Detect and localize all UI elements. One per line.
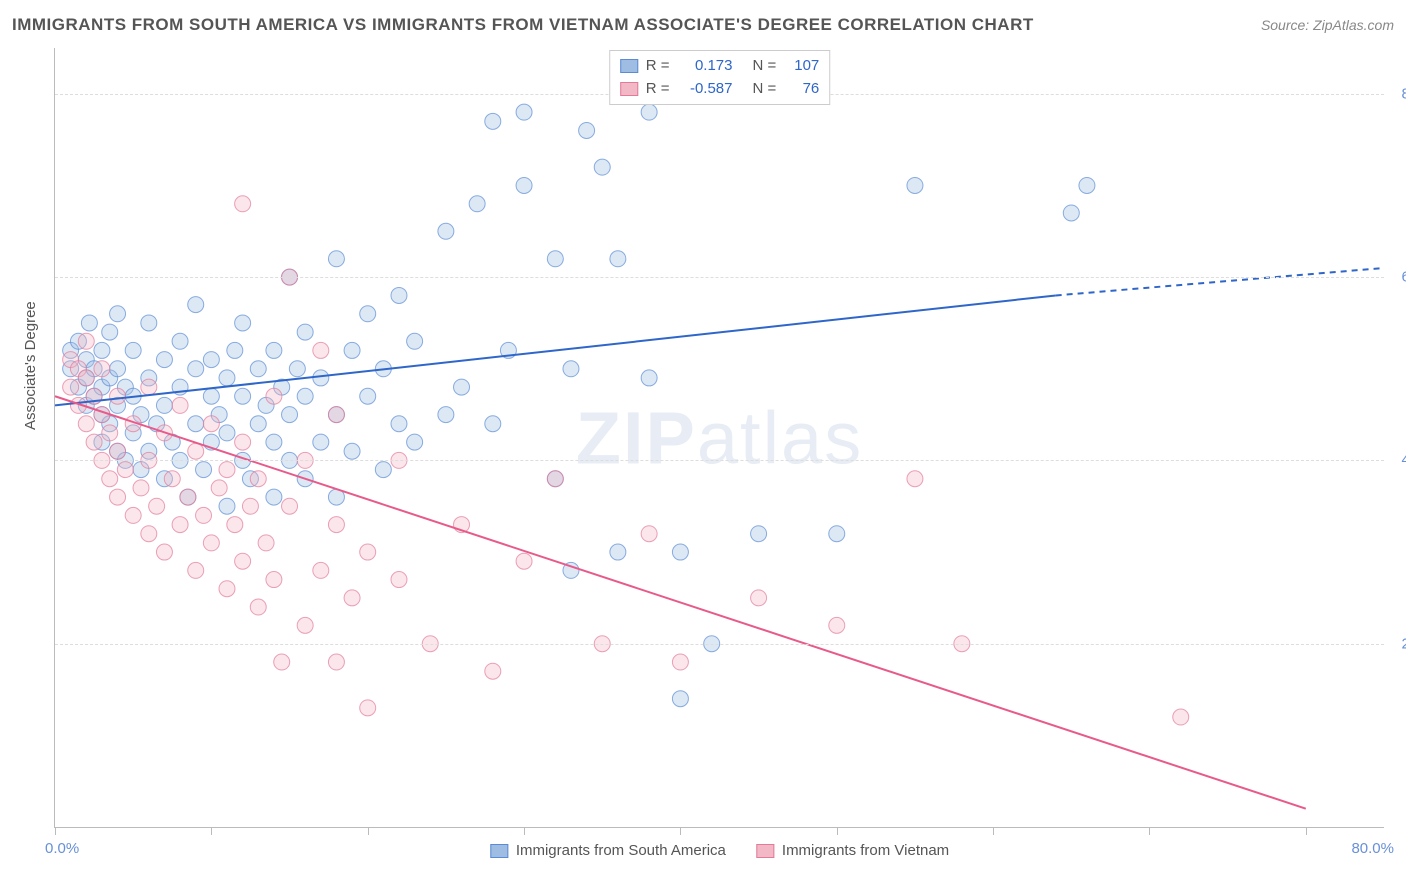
legend-item-series1: Immigrants from South America <box>490 842 726 859</box>
x-axis-max-label: 80.0% <box>1351 840 1394 857</box>
legend-item-series2: Immigrants from Vietnam <box>756 842 949 859</box>
chart-svg <box>55 48 1384 827</box>
correlation-legend: R = 0.173 N = 107 R = -0.587 N = 76 <box>609 50 831 105</box>
source-label: Source: ZipAtlas.com <box>1261 17 1394 33</box>
swatch-series1 <box>620 59 638 73</box>
legend-row-series2: R = -0.587 N = 76 <box>620 78 820 101</box>
swatch-bottom-series1 <box>490 844 508 858</box>
swatch-series2 <box>620 82 638 96</box>
series-legend: Immigrants from South America Immigrants… <box>490 842 949 859</box>
x-axis-min-label: 0.0% <box>45 840 79 857</box>
y-tick-label: 40.0% <box>1401 452 1406 469</box>
legend-row-series1: R = 0.173 N = 107 <box>620 55 820 78</box>
y-tick-label: 60.0% <box>1401 269 1406 286</box>
y-axis-title: Associate's Degree <box>22 301 39 430</box>
y-tick-label: 80.0% <box>1401 85 1406 102</box>
plot-area: ZIPatlas R = 0.173 N = 107 R = -0.587 N … <box>54 48 1384 828</box>
y-tick-label: 20.0% <box>1401 635 1406 652</box>
swatch-bottom-series2 <box>756 844 774 858</box>
chart-title: IMMIGRANTS FROM SOUTH AMERICA VS IMMIGRA… <box>12 15 1034 35</box>
